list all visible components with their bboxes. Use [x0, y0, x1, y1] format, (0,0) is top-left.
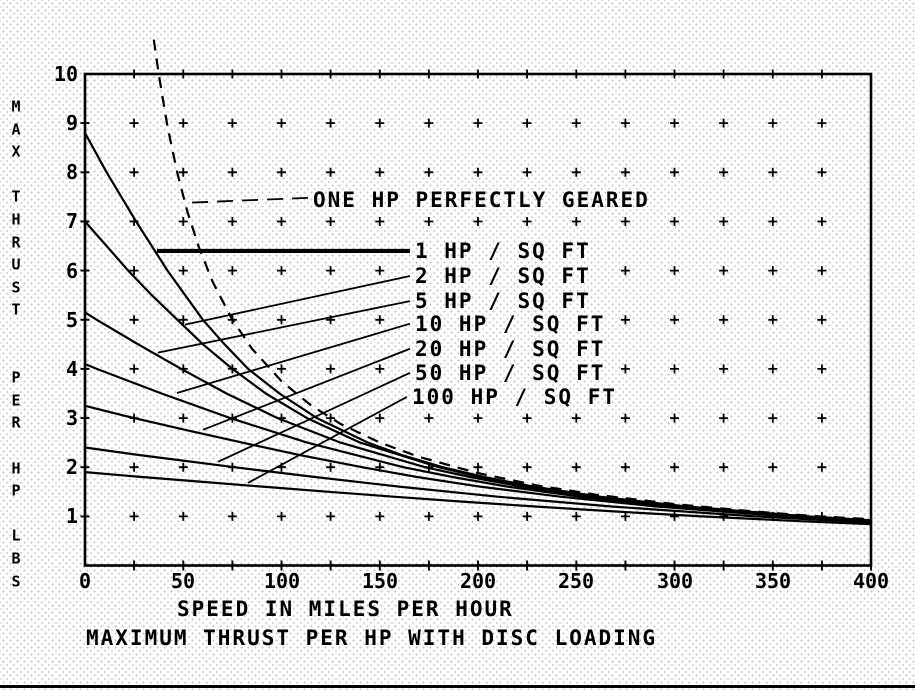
curve-label-5: 20 HP / SQ FT — [415, 336, 606, 361]
y-tick-label-2: 2 — [65, 455, 78, 479]
y-axis-caption-letter: P — [11, 481, 21, 500]
leader-line-5 — [202, 347, 411, 431]
y-tick-label-5: 5 — [65, 308, 78, 332]
curve-7 — [84, 471, 872, 526]
x-tick-label-0: 0 — [78, 569, 92, 593]
y-axis-caption-letter: X — [11, 142, 21, 161]
curve-4 — [84, 362, 872, 522]
y-axis-caption-letter: H — [11, 210, 21, 229]
curve-6 — [84, 446, 872, 524]
y-tick-label-4: 4 — [65, 357, 78, 381]
curve-label-1: 1 HP / SQ FT — [415, 238, 591, 263]
curve-label-6: 50 HP / SQ FT — [415, 360, 606, 385]
x-tick-label-200: 200 — [459, 569, 497, 593]
curve-label-2: 2 HP / SQ FT — [415, 263, 591, 288]
curve-label-3: 5 HP / SQ FT — [415, 288, 591, 313]
y-tick-label-7: 7 — [65, 209, 78, 233]
y-axis-caption-letter: A — [11, 120, 21, 139]
bottom-border-line — [0, 685, 915, 688]
x-tick-label-150: 150 — [361, 569, 399, 593]
curve-label-4: 10 HP / SQ FT — [415, 311, 606, 336]
y-tick-label-9: 9 — [65, 111, 78, 135]
y-axis-caption-letter: M — [11, 97, 21, 116]
x-tick-label-400: 400 — [852, 569, 890, 593]
y-tick-label-3: 3 — [65, 406, 78, 430]
leader-line-0 — [186, 196, 309, 204]
leader-line-2 — [184, 275, 411, 326]
leader-line-7 — [247, 396, 408, 484]
y-axis-caption-letter: P — [11, 368, 21, 387]
y-tick-label-10: 10 — [53, 62, 78, 86]
curve-5 — [84, 404, 872, 523]
y-tick-label-8: 8 — [65, 160, 78, 184]
curve-0 — [152, 39, 872, 521]
y-axis-caption-letter: S — [11, 278, 21, 297]
x-tick-label-100: 100 — [263, 569, 301, 593]
y-axis-caption-letter: T — [11, 187, 21, 206]
y-axis-caption-letter: T — [11, 300, 21, 319]
curve-label-7: 100 HP / SQ FT — [412, 384, 618, 409]
leader-line-4 — [176, 322, 411, 394]
x-axis-caption: SPEED IN MILES PER HOUR — [177, 597, 514, 621]
y-axis-caption-letter: R — [11, 233, 21, 252]
y-axis-caption-letter: R — [11, 413, 21, 432]
leader-line-3 — [157, 300, 411, 354]
y-axis-caption-letter: S — [11, 572, 21, 591]
y-tick-label-1: 1 — [65, 504, 78, 528]
y-axis-caption-letter: E — [11, 391, 21, 410]
y-axis-caption-letter: H — [11, 459, 21, 478]
chart-title: MAXIMUM THRUST PER HP WITH DISC LOADING — [86, 626, 658, 650]
x-tick-label-250: 250 — [557, 569, 595, 593]
y-axis-caption-letter: L — [11, 526, 21, 545]
y-tick-label-6: 6 — [65, 259, 78, 283]
x-tick-label-350: 350 — [754, 569, 792, 593]
curve-label-0: ONE HP PERFECTLY GEARED — [313, 187, 650, 212]
y-axis-caption-letter: B — [11, 549, 21, 568]
x-tick-label-300: 300 — [656, 569, 694, 593]
y-axis-caption-letter: U — [11, 255, 21, 274]
x-tick-label-50: 50 — [170, 569, 196, 593]
